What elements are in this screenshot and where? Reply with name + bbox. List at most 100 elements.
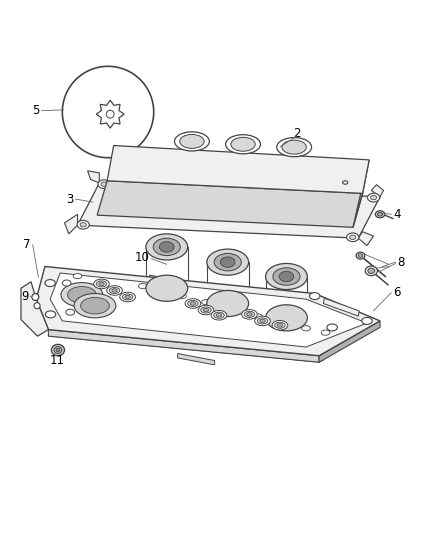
Ellipse shape [180, 134, 204, 148]
Ellipse shape [214, 254, 241, 271]
Ellipse shape [362, 318, 372, 325]
Polygon shape [319, 321, 380, 362]
Ellipse shape [112, 289, 117, 292]
Ellipse shape [254, 314, 262, 319]
Ellipse shape [190, 302, 195, 305]
Ellipse shape [122, 294, 133, 300]
Ellipse shape [107, 286, 122, 295]
Ellipse shape [46, 311, 56, 318]
Polygon shape [97, 181, 363, 228]
Ellipse shape [275, 322, 285, 328]
Ellipse shape [321, 330, 330, 335]
Ellipse shape [201, 307, 211, 313]
Ellipse shape [254, 316, 270, 326]
Ellipse shape [207, 290, 249, 317]
Ellipse shape [54, 346, 62, 353]
Ellipse shape [81, 297, 110, 314]
Text: 5: 5 [32, 104, 40, 117]
Ellipse shape [368, 268, 375, 273]
Ellipse shape [77, 220, 89, 229]
Ellipse shape [159, 241, 174, 252]
Text: 4: 4 [393, 208, 401, 221]
Ellipse shape [178, 294, 186, 298]
Text: 9: 9 [21, 290, 28, 303]
Ellipse shape [265, 263, 307, 289]
Ellipse shape [146, 234, 187, 260]
Text: 11: 11 [49, 353, 64, 367]
Ellipse shape [73, 273, 82, 279]
Ellipse shape [367, 193, 380, 202]
Ellipse shape [216, 313, 222, 317]
Polygon shape [178, 353, 215, 365]
Ellipse shape [273, 268, 300, 285]
Ellipse shape [74, 294, 116, 318]
Ellipse shape [350, 235, 356, 239]
Polygon shape [21, 282, 48, 336]
Ellipse shape [226, 135, 261, 154]
Text: 6: 6 [393, 286, 401, 299]
Polygon shape [48, 333, 323, 362]
Text: 8: 8 [397, 256, 405, 269]
Ellipse shape [327, 324, 337, 331]
Ellipse shape [214, 312, 224, 318]
Ellipse shape [371, 196, 377, 200]
Ellipse shape [231, 138, 255, 151]
Ellipse shape [45, 279, 55, 287]
Ellipse shape [272, 320, 288, 330]
Ellipse shape [198, 305, 214, 315]
Ellipse shape [120, 292, 135, 302]
Ellipse shape [187, 301, 198, 306]
Ellipse shape [257, 318, 268, 324]
Ellipse shape [277, 138, 311, 157]
Ellipse shape [282, 140, 306, 154]
Ellipse shape [98, 180, 110, 189]
Ellipse shape [228, 308, 237, 313]
Ellipse shape [302, 326, 311, 331]
Ellipse shape [265, 305, 307, 331]
Polygon shape [50, 273, 367, 347]
Ellipse shape [153, 238, 180, 256]
Text: 7: 7 [24, 238, 31, 251]
Ellipse shape [62, 280, 71, 286]
Ellipse shape [260, 319, 265, 322]
Ellipse shape [284, 320, 293, 326]
Ellipse shape [279, 271, 294, 282]
Ellipse shape [356, 252, 365, 259]
Ellipse shape [242, 310, 257, 319]
Ellipse shape [375, 211, 385, 218]
Ellipse shape [32, 294, 39, 301]
Ellipse shape [378, 213, 383, 216]
Ellipse shape [203, 308, 208, 312]
Ellipse shape [96, 281, 107, 287]
Ellipse shape [101, 182, 107, 187]
Polygon shape [78, 183, 380, 238]
Ellipse shape [247, 313, 252, 316]
Ellipse shape [358, 254, 363, 257]
Ellipse shape [185, 298, 201, 308]
Ellipse shape [211, 310, 227, 320]
Ellipse shape [244, 311, 254, 318]
Polygon shape [107, 146, 369, 193]
Polygon shape [323, 298, 359, 316]
Ellipse shape [138, 284, 147, 289]
Ellipse shape [125, 295, 130, 298]
Ellipse shape [207, 249, 249, 275]
Ellipse shape [110, 287, 120, 294]
Polygon shape [88, 171, 99, 183]
Ellipse shape [56, 349, 60, 352]
Circle shape [62, 66, 154, 158]
Ellipse shape [174, 132, 209, 151]
Ellipse shape [99, 282, 104, 286]
Text: 2: 2 [293, 127, 301, 140]
Ellipse shape [51, 344, 64, 356]
Polygon shape [371, 184, 384, 197]
Ellipse shape [220, 257, 235, 268]
Polygon shape [48, 329, 319, 362]
Ellipse shape [146, 275, 187, 301]
Polygon shape [353, 160, 369, 228]
Text: 3: 3 [66, 192, 73, 206]
Ellipse shape [310, 293, 320, 300]
Ellipse shape [149, 290, 158, 295]
Polygon shape [64, 214, 78, 234]
Ellipse shape [201, 300, 210, 305]
